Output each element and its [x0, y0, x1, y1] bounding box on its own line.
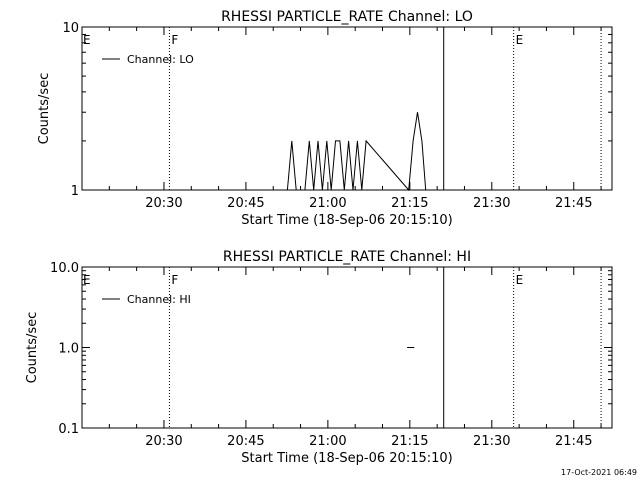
lo-chart-title: RHESSI PARTICLE_RATE Channel: LO: [221, 9, 473, 25]
hi-y-tick-label: 10.0: [50, 261, 79, 276]
lo-flag-label: F: [171, 33, 178, 47]
hi-y-axis-label: Counts/sec: [25, 312, 40, 384]
hi-x-tick-label: 20:45: [227, 434, 264, 449]
hi-plot-frame: [81, 266, 613, 429]
lo-channel-panel: RHESSI PARTICLE_RATE Channel: LO 20:30 20:…: [37, 9, 613, 228]
lo-legend-label: Channel: LO: [127, 53, 194, 66]
hi-x-tick-label: 20:30: [145, 434, 182, 449]
lo-plot-frame: [81, 26, 613, 191]
lo-y-tick-label: 10: [62, 21, 79, 36]
hi-y-tick-label: 0.1: [58, 422, 79, 437]
hi-y-tick-label: 1.0: [58, 342, 79, 357]
lo-x-axis-label: Start Time (18-Sep-06 20:15:10): [241, 213, 452, 228]
lo-x-tick-label: 21:30: [473, 196, 510, 211]
lo-x-tick-label: 21:45: [555, 196, 592, 211]
hi-corner-flag-label: E: [83, 273, 91, 287]
hi-x-axis-label: Start Time (18-Sep-06 20:15:10): [241, 451, 452, 466]
hi-channel-panel: RHESSI PARTICLE_RATE Channel: HI 20:30 20:…: [25, 249, 613, 466]
hi-flag-label: F: [171, 273, 178, 287]
lo-x-tick-label: 20:30: [145, 196, 182, 211]
lo-x-tick-label: 21:00: [309, 196, 346, 211]
lo-y-axis-label: Counts/sec: [37, 73, 52, 145]
lo-x-tick-label: 20:45: [227, 196, 264, 211]
lo-series-line: [286, 112, 427, 192]
hi-legend-label: Channel: HI: [127, 293, 191, 306]
hi-x-tick-label: 21:45: [555, 434, 592, 449]
hi-x-tick-label: 21:15: [391, 434, 428, 449]
hi-chart-title: RHESSI PARTICLE_RATE Channel: HI: [223, 249, 471, 265]
lo-y-tick-label: 1: [71, 184, 79, 199]
footer-timestamp: 17-Oct-2021 06:49: [561, 468, 637, 477]
hi-x-tick-label: 21:30: [473, 434, 510, 449]
hi-flag-label: E: [516, 273, 524, 287]
lo-flag-label: E: [516, 33, 524, 47]
lo-x-tick-label: 21:15: [391, 196, 428, 211]
hi-x-tick-label: 21:00: [309, 434, 346, 449]
lo-corner-flag-label: E: [83, 33, 91, 47]
